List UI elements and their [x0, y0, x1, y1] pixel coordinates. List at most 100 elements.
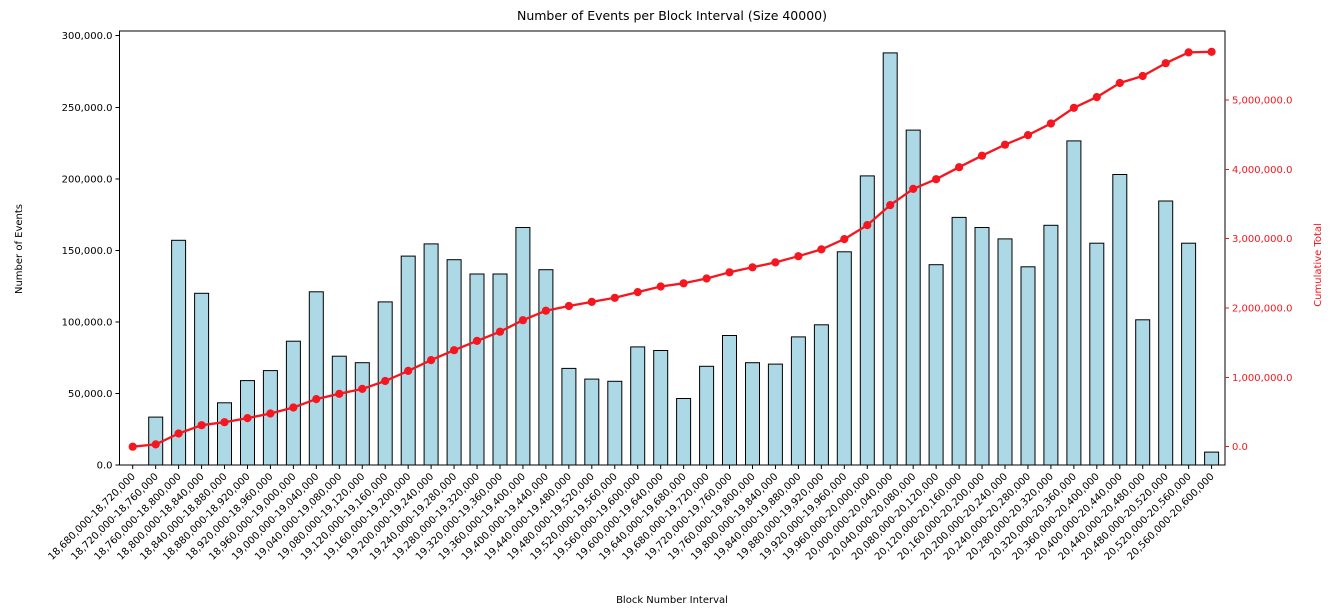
- bar: [653, 350, 669, 466]
- cumulative-point: [1069, 103, 1078, 112]
- axes-group: 0.0 50,000.0 100,000.0 150,000.0 200,000.0 25…: [47, 30, 1292, 563]
- cumulative-point: [427, 356, 436, 365]
- cumulative-point: [1115, 78, 1124, 88]
- cumulative-point: [1046, 119, 1055, 128]
- cumulative-point: [610, 293, 619, 302]
- bar: [492, 273, 508, 466]
- cumulative-point: [656, 282, 665, 291]
- cumulative-point: [725, 268, 734, 277]
- bar: [722, 335, 737, 466]
- bar: [767, 363, 783, 466]
- bar: [997, 238, 1013, 466]
- right-tick-label: 0.0: [1232, 442, 1248, 453]
- right-tick-label: 3,000,000.0: [1232, 234, 1292, 245]
- cumulative-point: [840, 235, 849, 244]
- left-tick-label: 250,000.0: [62, 103, 113, 114]
- bar: [859, 175, 875, 466]
- bar: [308, 291, 324, 466]
- bar: [194, 292, 210, 466]
- cumulative-point: [1161, 59, 1170, 68]
- left-tick-label: 100,000.0: [62, 317, 113, 328]
- cumulative-point: [541, 306, 551, 315]
- bar: [790, 336, 806, 466]
- cumulative-point: [1023, 131, 1033, 140]
- right-tick-label: 1,000,000.0: [1232, 373, 1292, 384]
- bar: [584, 378, 600, 466]
- left-tick-label: 200,000.0: [62, 174, 113, 185]
- left-tick-label: 150,000.0: [62, 246, 113, 257]
- bar: [515, 227, 531, 466]
- cumulative-point: [1092, 93, 1101, 102]
- bar: [469, 273, 485, 466]
- bar: [813, 324, 829, 466]
- cumulative-point: [863, 221, 872, 230]
- cumulative-point: [472, 336, 482, 345]
- cumulative-point: [128, 442, 137, 451]
- left-tick-label: 50,000.0: [68, 389, 113, 400]
- bars-group: [148, 52, 1220, 466]
- cumulative-line-group: [128, 47, 1216, 451]
- cumulative-point: [771, 258, 780, 267]
- bar: [630, 346, 646, 466]
- bar: [400, 255, 416, 466]
- bar: [1112, 174, 1128, 466]
- cumulative-point: [495, 327, 505, 336]
- bar: [745, 362, 760, 466]
- bar: [882, 52, 898, 466]
- bar: [951, 216, 967, 466]
- bar: [1204, 451, 1220, 466]
- bar: [354, 362, 370, 466]
- bar: [1066, 140, 1082, 466]
- cumulative-point: [702, 274, 711, 283]
- cumulative-point: [794, 252, 803, 261]
- cumulative-point: [587, 297, 596, 306]
- left-tick-label: 300,000.0: [62, 31, 113, 42]
- cumulative-point: [404, 366, 413, 375]
- plot-border: [119, 30, 1226, 466]
- bar: [331, 355, 347, 466]
- bar: [262, 370, 278, 466]
- cumulative-point: [266, 409, 275, 418]
- cumulative-point: [1000, 140, 1010, 149]
- cumulative-point: [932, 175, 941, 184]
- cumulative-point: [197, 421, 206, 430]
- cumulative-point: [243, 414, 252, 423]
- right-tick-label: 5,000,000.0: [1232, 96, 1292, 107]
- bar: [928, 264, 944, 466]
- left-axis-title: Number of Events: [14, 204, 25, 294]
- x-axis-title: Block Number Interval: [616, 595, 728, 606]
- cumulative-point: [748, 263, 757, 272]
- bar: [423, 243, 439, 466]
- chart-title: Number of Events per Block Interval (Siz…: [517, 8, 827, 23]
- cumulative-point: [955, 163, 964, 172]
- cumulative-point: [335, 389, 344, 398]
- bar: [1181, 242, 1197, 466]
- bar: [446, 259, 462, 466]
- cumulative-point: [450, 346, 459, 355]
- bar: [1158, 200, 1174, 466]
- cumulative-point: [909, 184, 918, 193]
- bar: [699, 365, 715, 466]
- cumulative-point: [1207, 47, 1216, 56]
- cumulative-point: [289, 403, 298, 412]
- cumulative-point: [1138, 71, 1147, 81]
- cumulative-point: [886, 201, 895, 210]
- left-tick-label: 0.0: [97, 461, 113, 472]
- right-tick-label: 2,000,000.0: [1232, 304, 1292, 315]
- cumulative-point: [633, 288, 642, 297]
- bar: [905, 129, 921, 466]
- right-axis-title: Cumulative Total: [1313, 223, 1324, 307]
- cumulative-point: [977, 151, 987, 160]
- bar: [607, 380, 623, 466]
- bar: [1089, 242, 1105, 466]
- cumulative-point: [220, 418, 229, 427]
- bar: [217, 402, 232, 466]
- cumulative-point: [679, 279, 688, 288]
- cumulative-point: [817, 245, 826, 254]
- cumulative-point: [151, 440, 160, 449]
- cumulative-point: [358, 384, 367, 393]
- cumulative-point: [518, 316, 528, 325]
- bar: [561, 367, 577, 466]
